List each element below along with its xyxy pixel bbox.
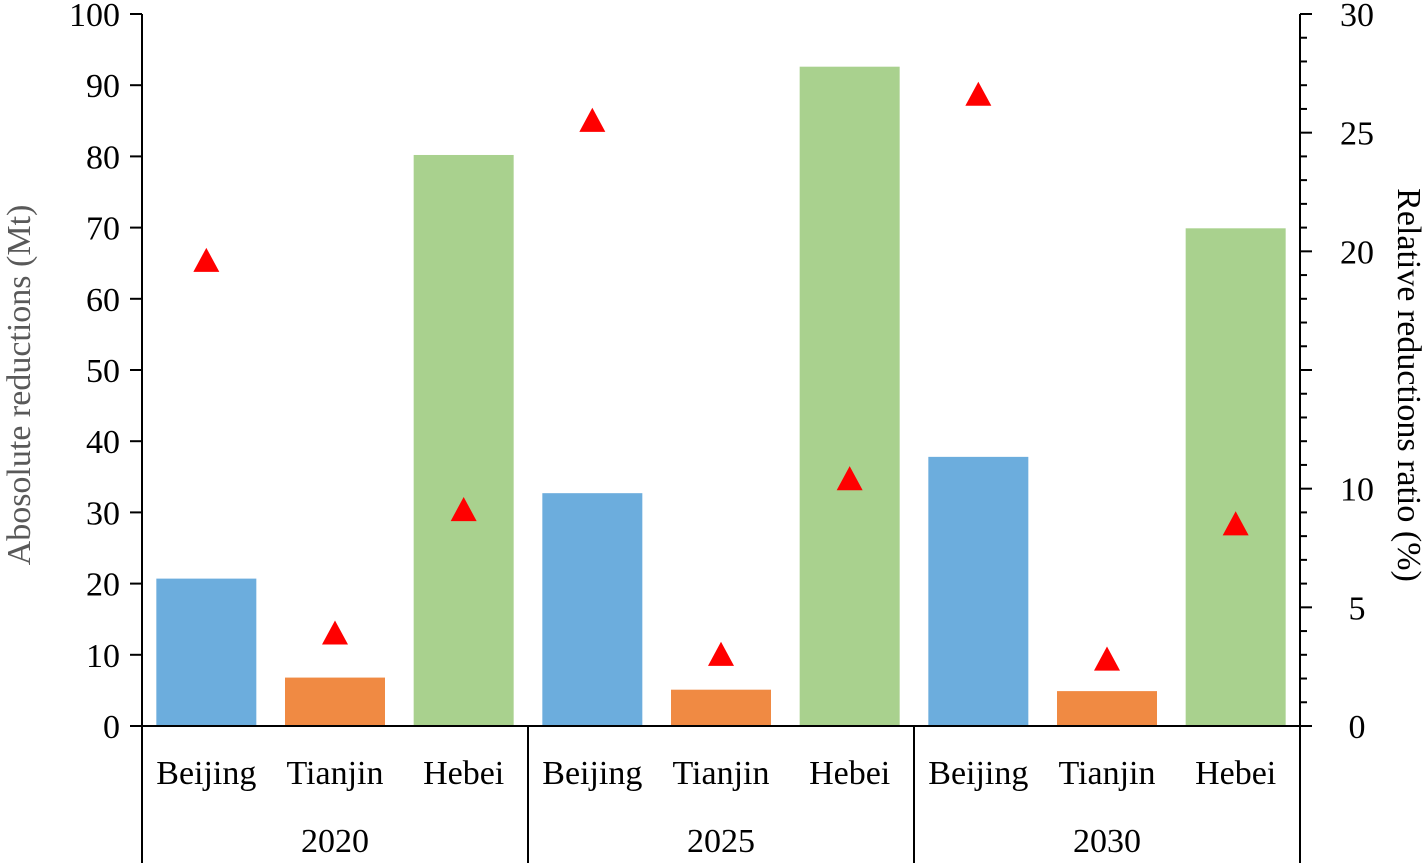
category-label: Beijing — [156, 755, 256, 792]
marker-hebei-2030 — [1222, 511, 1249, 536]
bar-hebei-2020 — [413, 154, 514, 726]
bar-hebei-2030 — [1185, 228, 1286, 726]
group-label: 2020 — [301, 823, 369, 860]
left-tick-label: 0 — [103, 709, 120, 746]
bar-tianjin-2025 — [671, 689, 771, 726]
right-tick-label: 30 — [1340, 0, 1374, 34]
marker-hebei-2025 — [836, 466, 863, 491]
marker-beijing-2025 — [579, 107, 606, 132]
left-tick-label: 70 — [86, 211, 120, 248]
left-tick-label: 40 — [86, 424, 120, 461]
bar-tianjin-2030 — [1057, 691, 1157, 726]
marker-tianjin-2020 — [322, 620, 348, 645]
bar-beijing-2020 — [156, 578, 257, 726]
bar-hebei-2025 — [799, 66, 900, 727]
markers-layer — [193, 81, 1249, 671]
left-tick-label: 50 — [86, 353, 120, 390]
category-label: Beijing — [928, 755, 1028, 792]
left-tick-label: 30 — [86, 495, 120, 532]
group-label: 2025 — [687, 823, 755, 860]
marker-tianjin-2030 — [1094, 646, 1120, 671]
left-tick-label: 60 — [86, 282, 120, 319]
marker-beijing-2030 — [965, 81, 992, 106]
left-tick-label: 100 — [69, 0, 120, 34]
bars-layer — [156, 66, 1286, 727]
category-label: Hebei — [423, 755, 504, 792]
right-tick-label: 25 — [1340, 116, 1374, 153]
right-tick-label: 5 — [1349, 590, 1366, 627]
marker-tianjin-2025 — [708, 641, 734, 666]
right-axis-title: Relative reductions ratio (%) — [1390, 188, 1425, 582]
left-tick-label: 90 — [86, 68, 120, 105]
axes-layer — [130, 13, 1312, 863]
group-label: 2030 — [1073, 823, 1141, 860]
right-tick-label: 10 — [1340, 472, 1374, 509]
bar-beijing-2025 — [542, 493, 643, 726]
bar-beijing-2030 — [928, 456, 1029, 726]
category-label: Hebei — [1195, 755, 1276, 792]
left-tick-label: 80 — [86, 139, 120, 176]
category-label: Hebei — [809, 755, 890, 792]
category-label: Tianjin — [1058, 755, 1155, 792]
left-tick-label: 20 — [86, 567, 120, 604]
left-tick-label: 10 — [86, 638, 120, 675]
right-tick-label: 20 — [1340, 234, 1374, 271]
right-tick-label: 0 — [1349, 709, 1366, 746]
left-axis-title: Abosolute reductions (Mt) — [1, 205, 38, 566]
bar-tianjin-2020 — [285, 677, 385, 726]
category-label: Tianjin — [672, 755, 769, 792]
marker-beijing-2020 — [193, 247, 220, 272]
marker-hebei-2020 — [450, 497, 477, 522]
category-label: Beijing — [542, 755, 642, 792]
category-label: Tianjin — [286, 755, 383, 792]
